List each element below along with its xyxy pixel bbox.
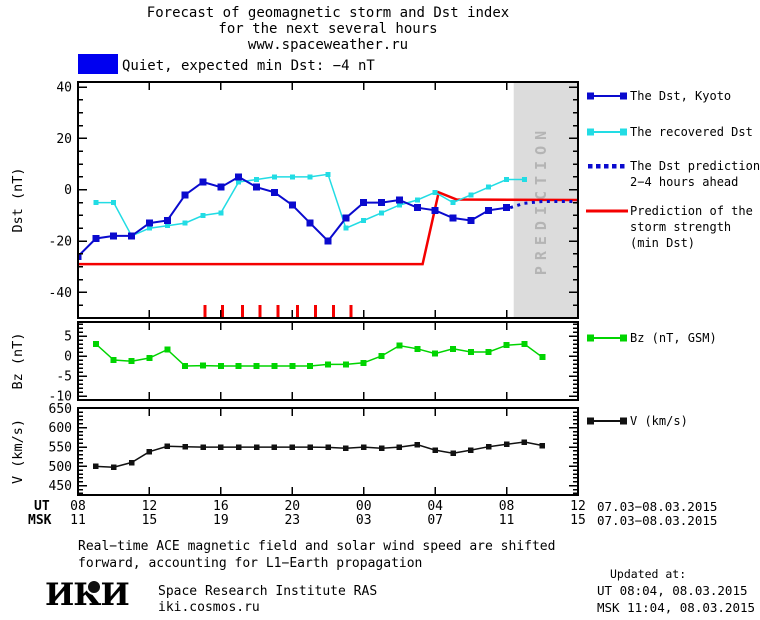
ut-axis-label: UT <box>34 499 50 514</box>
msk-hour-label: 19 <box>213 513 229 528</box>
legend-marker-dotted <box>588 164 625 169</box>
v-ytick-label: 450 <box>49 479 72 494</box>
iki-logo: ИКИ <box>45 579 130 611</box>
legend-marker-squares <box>587 128 627 136</box>
series-the-dst-kyoto <box>78 173 511 260</box>
ut-hour-label: 20 <box>284 499 301 514</box>
updated-at-msk: MSK 11:04, 08.03.2015 <box>597 600 756 615</box>
dst-y-axis-title: Dst (nT) <box>10 167 26 232</box>
legend-item-label: V (km/s) <box>630 414 688 428</box>
msk-axis-label: MSK <box>28 513 52 528</box>
legend-item-the-recovered-dst: The recovered Dst <box>586 124 758 143</box>
legend-item-v-km-s: V (km/s) <box>586 413 758 432</box>
ut-hour-label: 04 <box>427 499 443 514</box>
series-v-km-s <box>93 439 546 470</box>
v-axis-ticks <box>77 407 579 495</box>
updated-at-ut: UT 08:04, 08.03.2015 <box>597 583 748 598</box>
ut-hour-label: 12 <box>570 499 586 514</box>
bz-plot-frame <box>77 321 579 401</box>
dst-legend: The Dst, Kyoto The recovered Dst The Dst p… <box>586 88 760 251</box>
storm-level-text: Quiet, expected min Dst: −4 nT <box>122 58 375 74</box>
legend-item-label: The Dst prediction 2−4 hours ahead <box>630 159 760 189</box>
v-ytick-label: 600 <box>49 421 72 436</box>
bz-ytick-label: 0 <box>64 350 72 365</box>
series-the-recovered-dst <box>93 171 527 239</box>
updated-at-label: Updated at: <box>610 567 687 581</box>
msk-hour-label: 23 <box>284 513 301 528</box>
bz-legend: Bz (nT, GSM) <box>586 330 758 349</box>
legend-item-the-dst-kyoto: The Dst, Kyoto <box>586 88 758 107</box>
ut-date-range: 07.03−08.03.2015 <box>597 499 718 514</box>
legend-item-prediction-of-the: Prediction of the storm strength (min Dst) <box>586 203 758 251</box>
series-prediction-of-the-storm-strength-min-dst <box>78 190 578 266</box>
iki-logo-satellite-dot <box>86 579 102 595</box>
footnote: Real−time ACE magnetic field and solar w… <box>78 538 555 572</box>
v-plot-frame <box>77 407 579 496</box>
title-line-1: Forecast of geomagnetic storm and Dst in… <box>146 5 510 21</box>
v-legend: V (km/s) <box>586 413 758 432</box>
bz-y-axis-title: Bz (nT) <box>10 333 26 390</box>
dst-plot-frame <box>77 81 579 319</box>
dst-ytick-label: -40 <box>49 286 72 301</box>
msk-hour-label: 07 <box>427 513 443 528</box>
page-title: Forecast of geomagnetic storm and Dst in… <box>48 5 608 53</box>
legend-item-label: Bz (nT, GSM) <box>630 331 717 345</box>
msk-hour-label: 11 <box>70 513 86 528</box>
msk-date-range: 07.03−08.03.2015 <box>597 513 718 528</box>
msk-hour-label: 11 <box>498 513 515 528</box>
legend-marker-squares <box>587 334 627 342</box>
bz-ytick-label: -10 <box>49 390 72 405</box>
series-the-dst-prediction-2-4-hours-ahead <box>509 200 578 210</box>
legend-item-the-dst-prediction: The Dst prediction 2−4 hours ahead <box>586 158 760 190</box>
ut-hour-label: 16 <box>213 499 229 514</box>
bz-ytick-label: 5 <box>64 330 72 345</box>
dst-ytick-label: 20 <box>56 132 72 147</box>
v-ytick-label: 650 <box>49 402 72 417</box>
v-ytick-label: 550 <box>49 441 72 456</box>
ut-hour-label: 08 <box>70 499 86 514</box>
v-ytick-label: 500 <box>49 460 72 475</box>
legend-marker-squares <box>587 92 627 100</box>
bz-ytick-label: -5 <box>56 370 72 385</box>
footnote-line-1: Real−time ACE magnetic field and solar w… <box>78 539 556 554</box>
legend-marker-squares <box>587 417 627 425</box>
msk-hour-label: 15 <box>570 513 586 528</box>
legend-item-label: Prediction of the storm strength (min Dst) <box>630 204 753 250</box>
dst-axis-ticks <box>77 82 579 319</box>
bz-axis-ticks <box>77 322 579 401</box>
legend-marker-line <box>586 209 628 213</box>
title-line-2: for the next several hours <box>218 21 438 37</box>
dst-ytick-label: 40 <box>56 81 72 96</box>
dst-ytick-label: 0 <box>64 183 72 198</box>
series-bz-nt-gsm <box>92 341 546 369</box>
institute-name: Space Research Institute RAS <box>158 584 378 599</box>
storm-level-swatch <box>78 54 118 74</box>
storm-onset-marks <box>203 305 353 318</box>
site-url: www.spaceweather.ru <box>247 37 409 53</box>
ut-hour-label: 12 <box>141 499 158 514</box>
bz-chart-panel: 5 0 -5 -10 Bz (nT) <box>10 321 579 405</box>
legend-item-label: The Dst, Kyoto <box>630 89 732 103</box>
ut-hour-label: 08 <box>498 499 515 514</box>
legend-item-label: The recovered Dst <box>630 125 753 139</box>
legend-item-bz-nt-gsm: Bz (nT, GSM) <box>586 330 758 349</box>
msk-hour-label: 03 <box>355 513 372 528</box>
institute-website: iki.cosmos.ru <box>158 600 260 615</box>
msk-hour-label: 15 <box>141 513 158 528</box>
dst-ytick-label: -20 <box>49 235 72 250</box>
v-y-axis-title: V (km/s) <box>10 419 26 484</box>
footnote-line-2: forward, accounting for L1−Earth propaga… <box>78 556 423 571</box>
ut-hour-label: 00 <box>355 499 372 514</box>
v-chart-panel: 650 600 550 500 450 V (km/s) <box>10 402 579 496</box>
